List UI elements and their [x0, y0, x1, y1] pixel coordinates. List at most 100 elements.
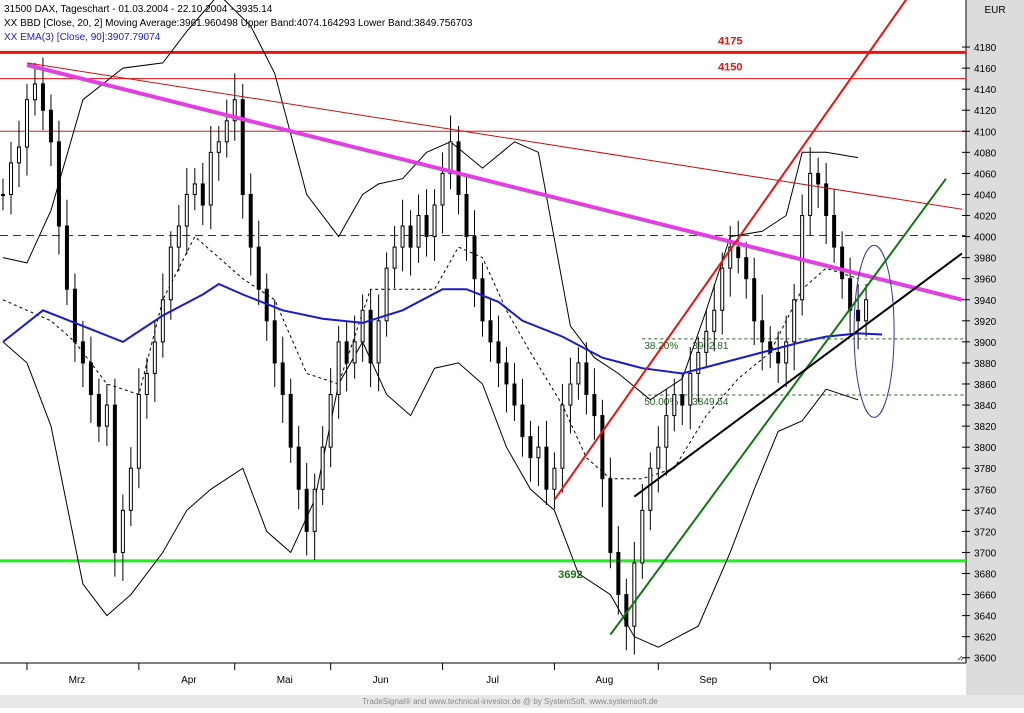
price-bar-body: [280, 362, 285, 396]
header-symbol-line: 31500 DAX, Tageschart - 01.03.2004 - 22.…: [4, 4, 273, 15]
price-bar-body: [120, 509, 125, 553]
y-tick-label: 3840: [974, 401, 997, 412]
price-bar-body: [8, 162, 13, 195]
price-bar-body: [728, 246, 733, 269]
price-bar-body: [480, 278, 485, 322]
price-bar-body: [592, 394, 597, 417]
y-tick-label: 3660: [974, 591, 997, 602]
price-bar-body: [104, 404, 109, 427]
price-bar-body: [656, 446, 661, 469]
price-bar-body: [176, 225, 181, 248]
price-bar-body: [96, 394, 101, 427]
price-bar-body: [416, 215, 421, 248]
price-bar-body: [208, 151, 213, 206]
price-bar-body: [616, 551, 621, 596]
price-bar-body: [696, 351, 701, 374]
x-tick-label: Jul: [486, 675, 499, 686]
price-bar-body: [720, 267, 725, 311]
price-bar-body: [744, 257, 749, 280]
price-bar-body: [472, 236, 477, 280]
price-bar-body: [200, 183, 205, 206]
y-tick-label: 3940: [974, 296, 997, 307]
price-bar-body: [568, 383, 573, 406]
price-bar-body: [752, 278, 757, 322]
price-bar-body: [24, 99, 29, 148]
price-bar-body: [240, 99, 245, 195]
y-tick-label: 4020: [974, 212, 997, 223]
price-bar-body: [216, 141, 221, 153]
fib-value-label: 3849.54: [692, 397, 729, 408]
y-tick-label: 4060: [974, 169, 997, 180]
y-tick-label: 4120: [974, 106, 997, 117]
price-bar-body: [392, 246, 397, 269]
price-bar-body: [72, 288, 77, 343]
price-bar-body: [808, 172, 813, 217]
price-bar-body: [864, 299, 869, 322]
price-bar-body: [160, 299, 165, 343]
price-bar-body: [504, 362, 509, 385]
y-tick-label: 3700: [974, 548, 997, 559]
price-bar-body: [776, 351, 781, 364]
price-bar-body: [760, 320, 765, 343]
currency-label: EUR: [984, 5, 1005, 16]
level-label: 3692: [558, 569, 582, 581]
price-bar-body: [520, 404, 525, 438]
price-bar-body: [784, 341, 789, 364]
price-bar-body: [328, 394, 333, 448]
header-ema-line: XX EMA(3) [Close, 90]:3907.79074: [4, 32, 161, 43]
price-bar-body: [496, 341, 501, 364]
price-bar-body: [128, 467, 133, 511]
price-bar-body: [184, 193, 189, 227]
header-bollinger-line: XX BBD [Close, 20, 2] Moving Average:396…: [4, 18, 473, 29]
y-tick-label: 3920: [974, 317, 997, 328]
y-tick-label: 3900: [974, 338, 997, 349]
y-tick-label: 4180: [974, 43, 997, 54]
y-tick-label: 3800: [974, 443, 997, 454]
price-bar-body: [792, 299, 797, 343]
x-tick-label: Mrz: [69, 675, 86, 686]
x-tick-label: Jun: [373, 675, 389, 686]
price-bar-body: [680, 394, 685, 406]
y-tick-label: 3760: [974, 485, 997, 496]
x-axis-ticks: Mrz Apr Mai Jun Jul Aug Sep Okt: [26, 663, 828, 686]
price-bar-body: [304, 488, 309, 532]
price-bar-body: [576, 362, 581, 385]
price-bar-body: [112, 404, 117, 553]
y-tick-label: 3860: [974, 380, 997, 391]
price-bar-body: [152, 341, 157, 374]
price-bar-body: [144, 372, 149, 396]
price-bar-body: [560, 404, 565, 469]
price-bar-body: [824, 183, 829, 217]
highlight-ellipse: [853, 244, 895, 418]
price-bar-body: [296, 446, 301, 490]
price-bar-body: [528, 436, 533, 459]
y-tick-label: 4000: [974, 233, 997, 244]
y-tick-label: 3600: [974, 654, 997, 665]
resize-grip-icon[interactable]: [957, 655, 964, 661]
price-bar-body: [536, 446, 541, 459]
y-tick-label: 4100: [974, 127, 997, 138]
price-bar-body: [64, 225, 69, 290]
price-bar-body: [544, 446, 549, 490]
footer-bar: [0, 695, 1024, 708]
price-bar-body: [320, 446, 325, 490]
price-bar-body: [704, 330, 709, 353]
price-bar-body: [672, 394, 677, 417]
x-tick-label: Mai: [277, 675, 293, 686]
chart-header: 31500 DAX, Tageschart - 01.03.2004 - 22.…: [4, 4, 473, 43]
price-bar-body: [608, 478, 613, 553]
price-bar-body: [632, 562, 637, 627]
price-bar-body: [88, 362, 93, 396]
price-bar-body: [1, 193, 5, 196]
price-bar-body: [136, 394, 141, 469]
price-bar-body: [640, 509, 645, 564]
y-tick-label: 3980: [974, 254, 997, 265]
price-bar-body: [168, 246, 173, 301]
price-bar-body: [384, 267, 389, 322]
y-tick-label: 3820: [974, 422, 997, 433]
price-bar-body: [256, 246, 261, 290]
price-bar-body: [712, 309, 717, 332]
y-tick-label: 3620: [974, 633, 997, 644]
y-tick-label: 4160: [974, 64, 997, 75]
